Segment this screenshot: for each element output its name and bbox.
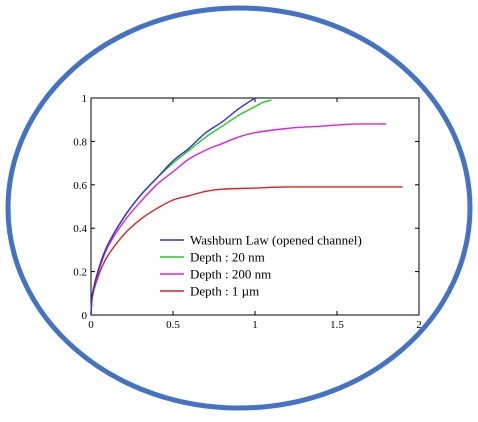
oval-frame	[5, 5, 473, 411]
legend-label-4: Depth : 1 µm	[190, 284, 259, 299]
x-tick-label: 0	[88, 319, 94, 331]
series-line-3	[90, 123, 387, 316]
x-tick-label: 1.5	[330, 319, 344, 331]
x-tick-label: 1	[252, 319, 258, 331]
legend-label-3: Depth : 200 nm	[190, 267, 271, 282]
legend-label-1: Washburn Law (opened channel)	[190, 233, 362, 248]
series-line-1	[90, 97, 256, 316]
y-tick-label: 1	[82, 93, 88, 105]
y-tick-label: 0	[82, 310, 88, 322]
axes-box	[90, 97, 420, 316]
y-tick-label: 0.6	[73, 180, 87, 192]
legend-label-2: Depth : 20 nm	[190, 250, 265, 265]
series-line-4	[90, 186, 403, 316]
x-tick-label: 2	[416, 319, 422, 331]
y-tick-label: 0.4	[73, 223, 87, 235]
plot-area: 0 0.5 1 1.5 2 0 0.2 0.4 0.6 0.8 1 Washburn Law (ope…	[73, 93, 422, 331]
y-tick-label: 0.2	[73, 267, 87, 279]
x-tick-label: 0.5	[166, 319, 180, 331]
y-tick-label: 0.8	[73, 136, 87, 148]
